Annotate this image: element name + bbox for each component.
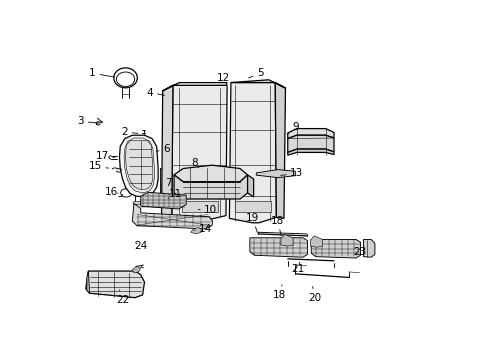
- Polygon shape: [229, 82, 276, 223]
- Text: 7: 7: [160, 178, 171, 188]
- Polygon shape: [287, 135, 333, 152]
- Polygon shape: [174, 175, 247, 199]
- Polygon shape: [171, 85, 226, 221]
- Polygon shape: [124, 138, 154, 192]
- Polygon shape: [119, 135, 158, 197]
- Polygon shape: [133, 201, 153, 204]
- Text: 16: 16: [104, 187, 118, 197]
- Polygon shape: [280, 234, 292, 246]
- Polygon shape: [163, 82, 226, 91]
- Polygon shape: [174, 165, 247, 182]
- Text: 3: 3: [78, 116, 95, 126]
- Text: 9: 9: [287, 122, 298, 134]
- Text: 10: 10: [198, 204, 217, 215]
- Polygon shape: [141, 192, 186, 209]
- Text: 8: 8: [191, 158, 198, 168]
- Polygon shape: [161, 85, 173, 219]
- Text: 11: 11: [168, 189, 182, 199]
- Text: 22: 22: [116, 290, 129, 305]
- Polygon shape: [249, 238, 307, 257]
- Polygon shape: [132, 203, 212, 229]
- Polygon shape: [87, 271, 89, 293]
- Text: 6: 6: [156, 144, 169, 154]
- Text: 4: 4: [146, 87, 164, 98]
- Polygon shape: [160, 168, 167, 201]
- Text: 2: 2: [121, 127, 138, 137]
- Text: 5: 5: [248, 68, 263, 78]
- Text: 12: 12: [216, 73, 229, 83]
- Polygon shape: [234, 201, 271, 212]
- Text: 17: 17: [95, 151, 115, 161]
- Polygon shape: [190, 228, 201, 234]
- Text: 23: 23: [352, 247, 366, 257]
- Text: 1: 1: [89, 68, 114, 78]
- Polygon shape: [230, 80, 285, 88]
- Text: 13: 13: [280, 168, 303, 179]
- Circle shape: [268, 171, 282, 181]
- Polygon shape: [275, 82, 285, 219]
- Polygon shape: [247, 175, 253, 197]
- Polygon shape: [125, 141, 153, 190]
- Polygon shape: [311, 239, 360, 258]
- Polygon shape: [287, 149, 333, 155]
- Polygon shape: [181, 201, 218, 212]
- Text: 20: 20: [308, 287, 321, 303]
- Polygon shape: [85, 271, 144, 298]
- Text: 19: 19: [245, 213, 259, 233]
- Text: 18: 18: [271, 216, 284, 236]
- Polygon shape: [363, 239, 374, 257]
- Text: 18: 18: [272, 285, 285, 300]
- Polygon shape: [287, 129, 333, 139]
- Polygon shape: [132, 266, 141, 273]
- Text: 21: 21: [291, 262, 304, 274]
- Polygon shape: [310, 236, 322, 247]
- Text: 14: 14: [194, 225, 212, 234]
- Text: 24: 24: [134, 240, 147, 251]
- Polygon shape: [256, 170, 295, 177]
- Text: 15: 15: [88, 161, 108, 171]
- Circle shape: [271, 174, 279, 179]
